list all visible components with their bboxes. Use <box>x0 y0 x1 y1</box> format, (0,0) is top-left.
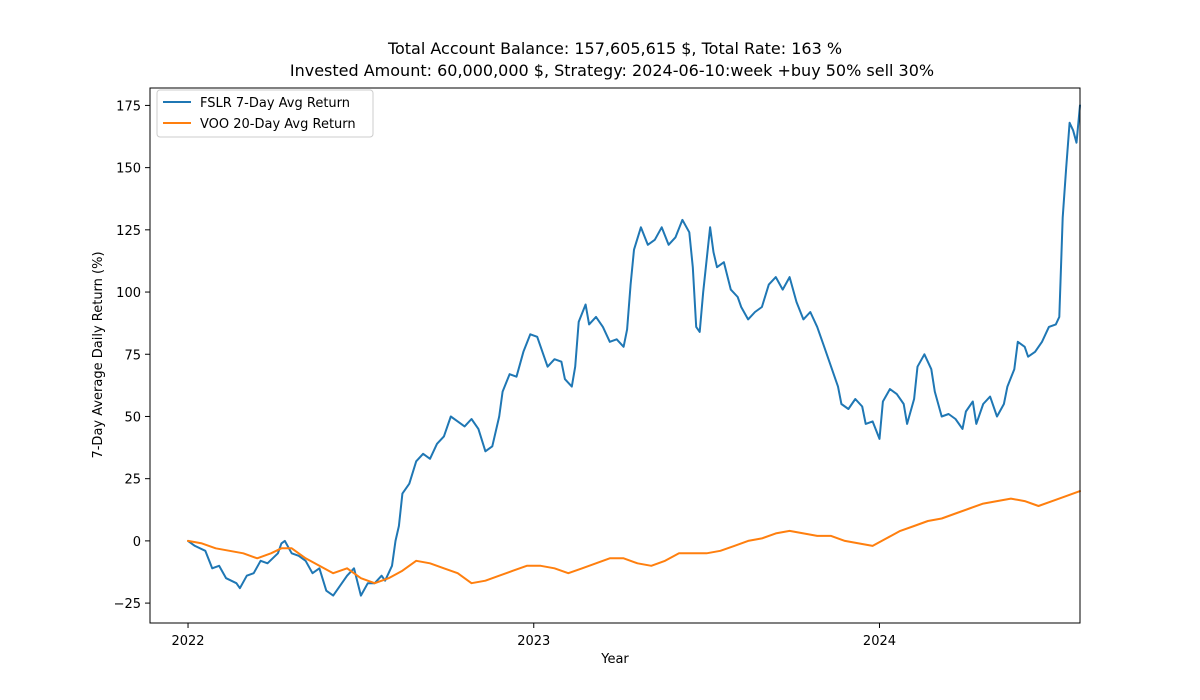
y-tick-label: 125 <box>116 224 141 239</box>
y-tick-label: 0 <box>133 535 141 550</box>
series-layer <box>187 104 1081 597</box>
chart-title-line-1: Total Account Balance: 157,605,615 $, To… <box>387 39 842 58</box>
legend-box <box>156 89 374 138</box>
y-tick-label: 150 <box>116 162 141 177</box>
y-axis-label: 7-Day Average Daily Return (%) <box>91 251 106 458</box>
x-tick-label: 2022 <box>171 634 204 649</box>
y-tick-label: 75 <box>124 348 141 363</box>
x-tick-label: 2023 <box>517 634 550 649</box>
y-tick-label: 100 <box>116 286 141 301</box>
chart-title-line-2: Invested Amount: 60,000,000 $, Strategy:… <box>290 61 934 80</box>
x-axis: 2022 2023 2024 <box>171 623 896 649</box>
legend-label-fslr: FSLR 7-Day Avg Return <box>200 96 350 111</box>
y-axis: −25 0 25 50 75 100 125 150 175 <box>114 99 150 612</box>
series-line-fslr <box>187 104 1081 597</box>
plot-frame <box>149 87 1081 624</box>
y-tick-label: 25 <box>124 473 141 488</box>
x-tick-label: 2024 <box>863 634 896 649</box>
x-axis-label: Year <box>600 652 629 667</box>
y-tick-label: −25 <box>114 597 141 612</box>
legend-label-voo: VOO 20-Day Avg Return <box>200 117 356 132</box>
plot-area <box>149 87 1081 624</box>
series-line-voo <box>187 490 1081 585</box>
legend: FSLR 7-Day Avg Return VOO 20-Day Avg Ret… <box>156 89 374 138</box>
y-tick-label: 175 <box>116 99 141 114</box>
y-tick-label: 50 <box>124 410 141 425</box>
